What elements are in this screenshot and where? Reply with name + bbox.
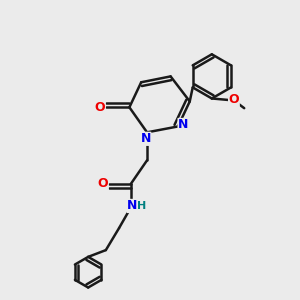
Text: N: N xyxy=(178,118,188,131)
Text: O: O xyxy=(94,101,105,114)
Text: N: N xyxy=(140,132,151,145)
Text: N: N xyxy=(127,200,137,212)
Text: O: O xyxy=(98,177,108,190)
Text: O: O xyxy=(229,93,239,106)
Text: H: H xyxy=(137,201,147,211)
